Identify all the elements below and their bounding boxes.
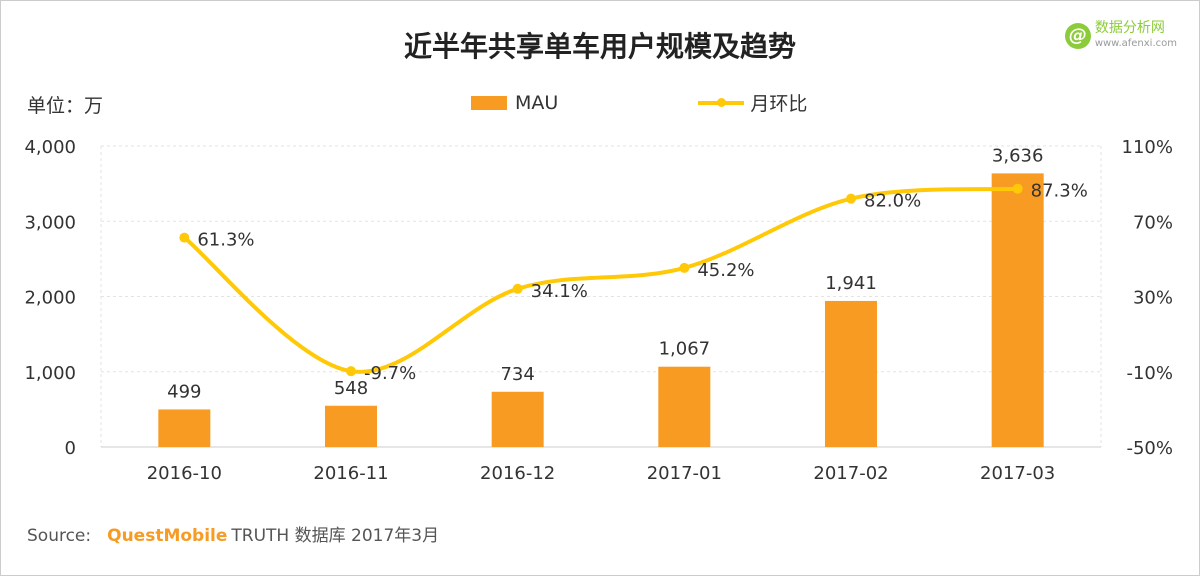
bar-label: 734 <box>500 364 534 385</box>
line-point <box>179 232 190 243</box>
bar <box>158 409 211 447</box>
line-point <box>679 262 690 273</box>
line-label: 61.3% <box>197 230 254 251</box>
legend-mau: MAU <box>515 91 559 114</box>
line-label: 87.3% <box>1031 181 1088 202</box>
x-tick-label: 2017-02 <box>813 463 888 484</box>
bar-label: 1,067 <box>659 339 711 360</box>
chart-title: 近半年共享单车用户规模及趋势 <box>403 30 796 63</box>
y2-tick-label: 110% <box>1122 137 1173 158</box>
bar <box>991 173 1044 448</box>
source-label: Source: <box>27 526 92 546</box>
logo-icon: @ <box>1064 23 1091 49</box>
x-tick-label: 2017-01 <box>647 463 722 484</box>
line-label: 34.1% <box>531 281 588 302</box>
y-tick-label: 0 <box>65 438 76 459</box>
logo: @ 数据分析网 www.afenxi.com <box>1064 20 1177 51</box>
line-label: -9.7% <box>364 363 416 384</box>
x-tick-label: 2016-10 <box>147 463 222 484</box>
line-label: 45.2% <box>697 260 754 281</box>
bar-label: 499 <box>167 381 201 402</box>
x-tick-label: 2017-03 <box>980 463 1055 484</box>
line-point <box>346 366 356 377</box>
unit-label: 单位：万 <box>27 95 104 117</box>
logo-url: www.afenxi.com <box>1094 38 1177 49</box>
source-text: TRUTH 数据库 2017年3月 <box>231 526 440 546</box>
y-tick-label: 3,000 <box>24 212 76 233</box>
y2-tick-label: 30% <box>1133 288 1173 309</box>
legend-line-swatch <box>698 97 745 107</box>
legend-bar-swatch <box>471 95 507 110</box>
source: Source: QuestMobile TRUTH 数据库 2017年3月 <box>27 521 439 546</box>
x-tick-label: 2016-12 <box>480 463 555 484</box>
series-line <box>183 186 1018 374</box>
logo-name: 数据分析网 <box>1094 20 1165 36</box>
line-point <box>846 193 856 204</box>
y-tick-label: 2,000 <box>24 288 76 309</box>
y2-tick-label: 70% <box>1133 212 1173 233</box>
y-tick-label: 4,000 <box>24 137 76 158</box>
line-point <box>1012 183 1023 194</box>
bar-label: 3,636 <box>992 145 1044 166</box>
legend: MAU 月环比 <box>471 89 807 116</box>
y-tick-label: 1,000 <box>24 363 76 384</box>
y2-tick-label: -10% <box>1126 363 1173 384</box>
bar <box>658 366 711 447</box>
bar <box>825 300 877 447</box>
x-tick-label: 2016-11 <box>313 463 388 484</box>
bar-label: 1,941 <box>825 273 877 294</box>
bar <box>491 391 544 447</box>
y2-tick-label: -50% <box>1126 438 1173 459</box>
source-brand: QuestMobile <box>107 526 228 546</box>
legend-mom: 月环比 <box>750 93 808 115</box>
line-point <box>512 283 523 294</box>
line-label: 82.0% <box>864 191 921 212</box>
bar-label: 548 <box>334 378 368 399</box>
bar <box>325 405 377 447</box>
